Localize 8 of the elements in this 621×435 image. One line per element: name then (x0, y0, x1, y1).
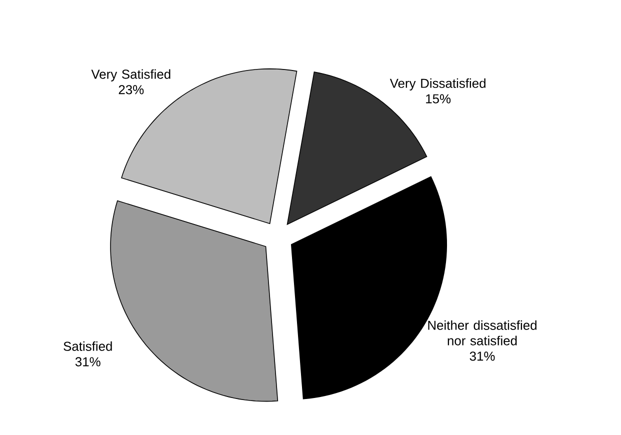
data-label: 23% (118, 85, 144, 94)
data-label: 31% (75, 357, 100, 366)
data-label: 15% (426, 94, 451, 104)
slice-label: Very Satisfied (91, 69, 170, 82)
slice-label: Satisfied (64, 341, 112, 351)
slice-label: Neither dissatisfied nor satisfied (428, 320, 536, 346)
slice-label: Very Dissatisfied (390, 78, 486, 90)
data-label: 31% (470, 352, 495, 361)
